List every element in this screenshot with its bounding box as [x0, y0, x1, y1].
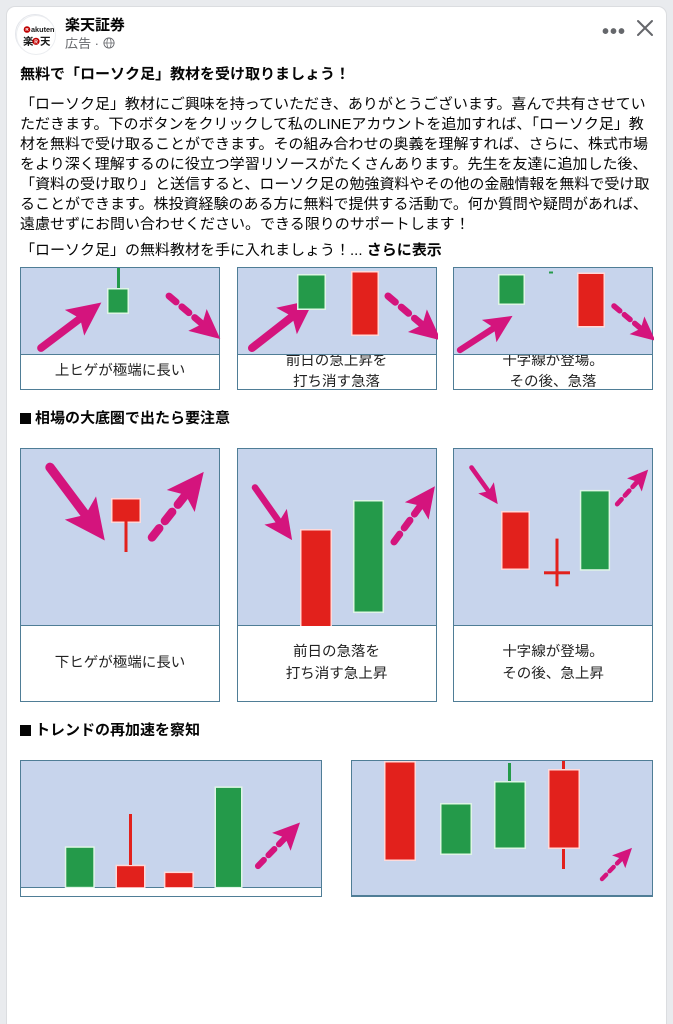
svg-text:天: 天: [40, 34, 51, 49]
svg-text:楽: 楽: [23, 34, 34, 49]
svg-text:akuten: akuten: [31, 25, 55, 34]
svg-text:R: R: [34, 40, 38, 46]
